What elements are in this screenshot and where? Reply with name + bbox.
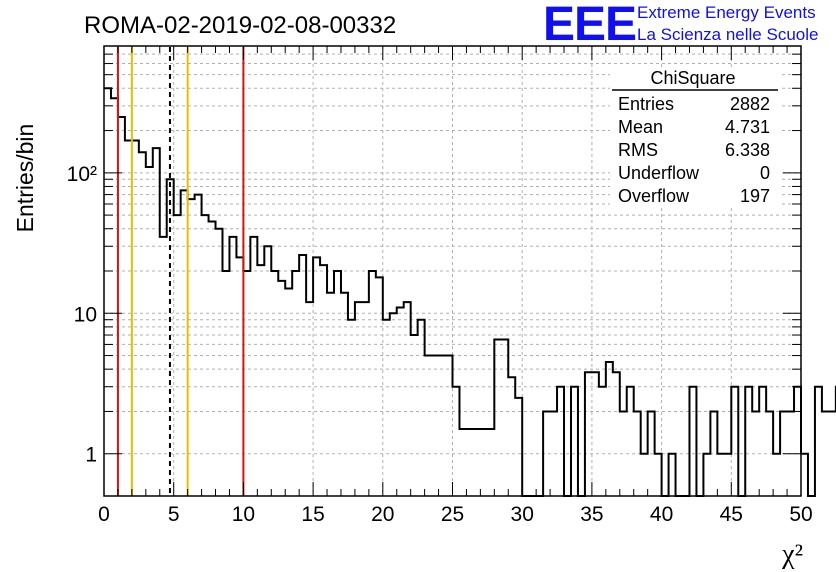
logo-line-2: La Scienza nelle Scuole xyxy=(637,25,818,44)
grid xyxy=(104,45,801,496)
x-tick-label: 30 xyxy=(511,503,534,526)
x-tick-label: 50 xyxy=(789,503,812,526)
stats-box-background xyxy=(610,68,780,208)
axis-ticks xyxy=(103,45,802,496)
x-tick-label: 5 xyxy=(168,503,180,526)
y-tick-label: 10 xyxy=(74,303,97,326)
logo-mark: EEE xyxy=(543,0,636,51)
x-axis-label: χ² xyxy=(781,539,803,570)
stats-box: ChiSquare Entries 2882 Mean 4.731 RMS 6.… xyxy=(610,68,780,208)
x-tick-label: 20 xyxy=(371,503,394,526)
x-tick-label: 25 xyxy=(441,503,464,526)
y-axis-label: Entries/bin xyxy=(12,124,38,233)
y-tick-label: 1 xyxy=(85,444,97,467)
stats-label-rms: RMS xyxy=(618,140,658,160)
stats-value-underflow: 0 xyxy=(760,163,770,183)
x-tick-label: 10 xyxy=(232,503,255,526)
x-tick-label: 35 xyxy=(580,503,603,526)
stats-value-rms: 6.338 xyxy=(725,140,770,160)
stats-label-mean: Mean xyxy=(618,117,663,137)
stats-value-entries: 2882 xyxy=(730,94,770,114)
x-tick-label: 40 xyxy=(650,503,673,526)
x-tick-label: 45 xyxy=(720,503,743,526)
x-tick-label: 0 xyxy=(98,503,110,526)
stats-value-overflow: 197 xyxy=(740,186,770,206)
stats-value-mean: 4.731 xyxy=(725,117,770,137)
stats-title: ChiSquare xyxy=(650,68,735,88)
histogram-series xyxy=(104,87,836,497)
chart-title: ROMA-02-2019-02-08-00332 xyxy=(84,12,396,39)
stats-label-underflow: Underflow xyxy=(618,163,700,183)
reference-lines xyxy=(116,47,245,496)
x-tick-label: 15 xyxy=(301,503,324,526)
stats-label-overflow: Overflow xyxy=(618,186,690,206)
eee-logo: EEE Extreme Energy Events La Scienza nel… xyxy=(543,0,818,51)
stats-label-entries: Entries xyxy=(618,94,674,114)
tick-labels: 0 5 10 15 20 25 30 35 40 45 50 1 10 10² xyxy=(67,163,813,526)
histogram-outline xyxy=(104,87,836,497)
logo-line-1: Extreme Energy Events xyxy=(637,3,816,22)
y-tick-label: 10² xyxy=(67,163,97,186)
